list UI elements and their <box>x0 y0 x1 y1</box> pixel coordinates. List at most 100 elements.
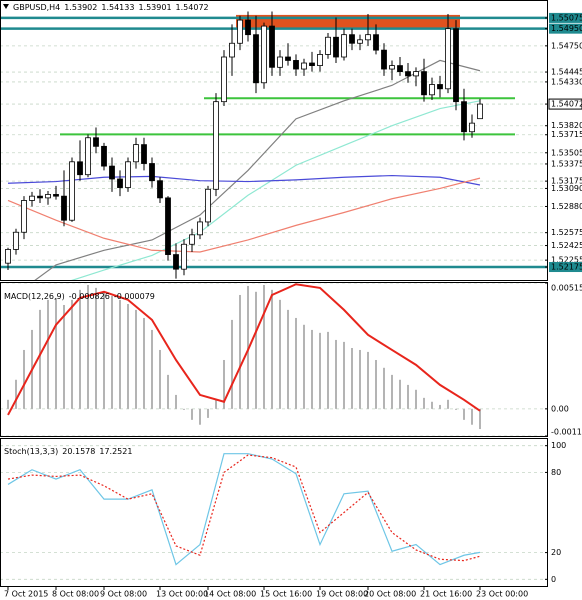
y-tick-label: 20 <box>551 548 561 557</box>
macd-bar <box>455 408 457 410</box>
y-tick-label: 1.54445 <box>551 68 582 77</box>
macd-bar <box>287 309 289 409</box>
macd-bar <box>399 379 401 409</box>
candle-body <box>245 19 251 36</box>
macd-bar <box>463 408 465 420</box>
candle-body <box>293 60 299 70</box>
macd-bar <box>407 384 409 409</box>
x-tick-label: 9 Oct 08:00 <box>100 590 147 599</box>
macd-bar <box>79 289 81 409</box>
price-frame <box>0 0 548 281</box>
candle-body <box>357 39 363 44</box>
y-tick-label: 1.53375 <box>551 159 582 168</box>
candle-body <box>333 36 339 58</box>
stoch-header: Stoch(13,3,3) 20.1578 17.2521 <box>4 447 132 456</box>
candle-body <box>37 195 43 199</box>
y-tick-label: 1.54072 <box>551 100 582 109</box>
macd-bar <box>263 284 265 409</box>
candle-body <box>29 195 35 201</box>
header-text: 1.54072 <box>176 3 209 12</box>
macd-bar <box>303 324 305 409</box>
macd-bar <box>335 339 337 409</box>
y-tick-label: 1.52255 <box>551 256 582 265</box>
menu-icon <box>3 4 9 9</box>
candle-body <box>389 65 395 70</box>
macd-bar <box>95 287 97 409</box>
macd-bar <box>103 291 105 409</box>
macd-frame <box>0 282 548 437</box>
price-header: GBPUSD,H4 1.53902 1.54133 1.53901 1.54072 <box>13 3 209 12</box>
candle-body <box>349 34 355 44</box>
candle-body <box>469 122 475 133</box>
macd-bar <box>471 408 473 425</box>
candle-body <box>213 101 219 190</box>
y-tick-label: 1.52575 <box>551 228 582 237</box>
candle-body <box>149 163 155 182</box>
header-text: 1.53902 <box>64 3 97 12</box>
macd-bar <box>207 408 209 418</box>
candle-body <box>325 36 331 55</box>
candle-body <box>405 71 411 77</box>
macd-bar <box>439 404 441 409</box>
candle-body <box>421 71 427 96</box>
candle-body <box>301 62 307 70</box>
candle-body <box>173 254 179 270</box>
x-tick-label: 21 Oct 16:00 <box>420 590 472 599</box>
macd-bar <box>271 289 273 409</box>
candle-body <box>373 34 379 51</box>
stoch-line <box>7 454 481 562</box>
y-tick-label: 1.52175 <box>551 263 582 272</box>
macd-bar <box>199 408 201 425</box>
macd-bar <box>295 317 297 409</box>
y-tick-label: 1.53820 <box>551 121 582 130</box>
candle-body <box>453 28 459 103</box>
macd-bar <box>383 367 385 409</box>
macd-bar <box>391 374 393 409</box>
y-tick-label: 1.53090 <box>551 184 582 193</box>
candle-body <box>45 194 51 199</box>
macd-bar <box>15 379 17 409</box>
header-text: GBPUSD,H4 <box>13 3 60 12</box>
candle-body <box>61 195 67 221</box>
macd-bar <box>7 399 9 409</box>
macd-bar <box>63 304 65 409</box>
candle-body <box>93 137 99 147</box>
y-tick-label: 1.55075 <box>551 13 582 22</box>
macd-bar <box>191 408 193 420</box>
macd-panel <box>0 283 548 436</box>
candle-body <box>69 161 75 221</box>
x-tick-label: 20 Oct 08:00 <box>364 590 416 599</box>
macd-bar <box>415 389 417 409</box>
macd-bar <box>87 284 89 409</box>
macd-bar <box>447 399 449 409</box>
y-tick-label: 1.53175 <box>551 177 582 186</box>
macd-bar <box>247 285 249 409</box>
price-panel <box>0 11 548 280</box>
macd-bar <box>175 394 177 409</box>
header-text: 20.1578 <box>62 447 95 456</box>
macd-bar <box>71 299 73 409</box>
macd-bar <box>215 399 217 409</box>
moving-average <box>7 174 481 186</box>
macd-bar <box>183 408 185 410</box>
moving-average <box>71 100 481 280</box>
candle-body <box>181 243 187 270</box>
macd-bar <box>255 291 257 409</box>
candle-body <box>117 178 123 188</box>
macd-bar <box>327 331 329 409</box>
x-tick-label: 7 Oct 2015 <box>4 590 48 599</box>
header-text: -0.000079 <box>114 292 155 301</box>
macd-bar <box>47 299 49 409</box>
x-tick-label: 15 Oct 16:00 <box>260 590 312 599</box>
y-tick-label: 1.54750 <box>551 41 582 50</box>
candle-body <box>21 200 27 233</box>
candle-body <box>133 144 139 163</box>
macd-header: MACD(12,26,9) -0.000826 -0.000079 <box>4 292 155 301</box>
header-text: -0.000826 <box>69 292 110 301</box>
y-tick-label: 1.54950 <box>551 24 582 33</box>
macd-bar <box>479 408 481 430</box>
candle-body <box>165 197 171 255</box>
macd-bar <box>111 295 113 409</box>
y-tick-label: 1.52880 <box>551 202 582 211</box>
